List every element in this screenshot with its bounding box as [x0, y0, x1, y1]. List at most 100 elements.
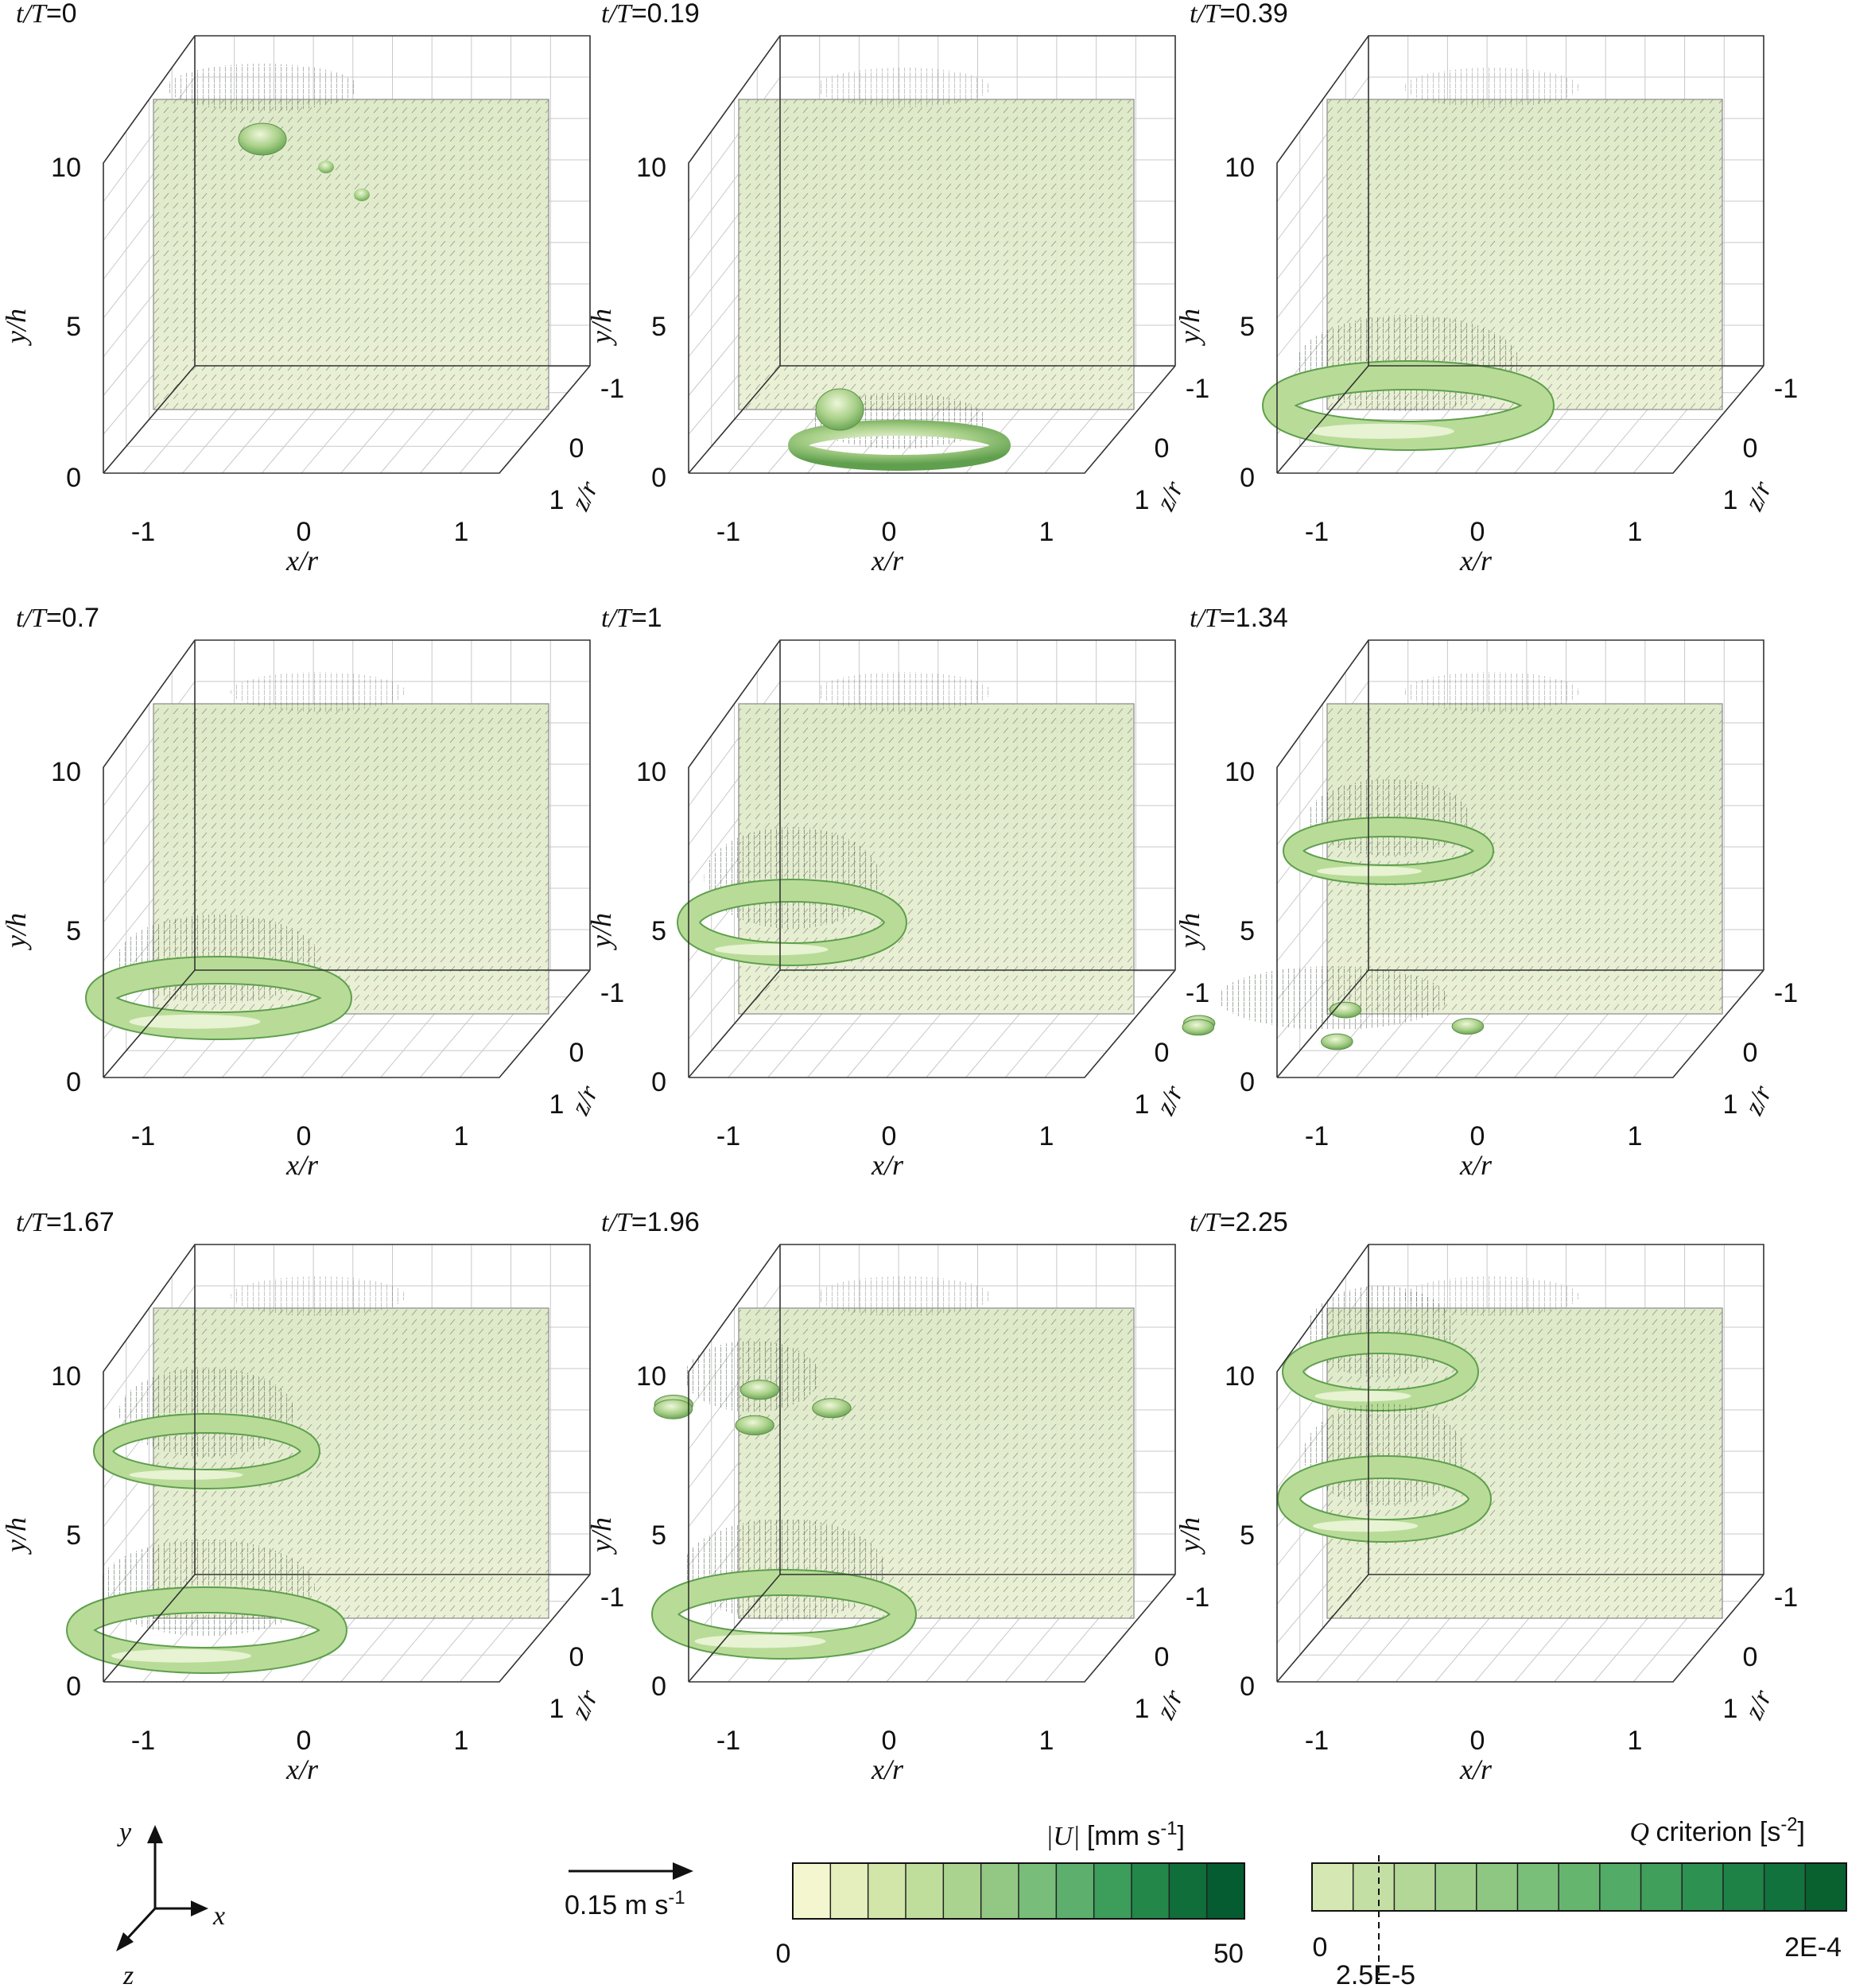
x-tick-label: -1 [716, 1726, 740, 1756]
box-edge [103, 969, 591, 1078]
z-tick-label: 1 [1135, 1089, 1150, 1120]
box-edge [688, 365, 781, 474]
z-axis-label-group: z/r [1151, 1685, 1190, 1725]
z-tick-label: -1 [600, 1582, 624, 1613]
plane-border [153, 99, 549, 410]
panel-box [1276, 35, 1764, 474]
x-tick-label: 1 [454, 1726, 469, 1756]
box-edge [103, 365, 196, 474]
z-tick-label: 0 [569, 1038, 584, 1068]
y-tick-label: 5 [651, 1520, 666, 1551]
y-axis-label: y/h [585, 913, 617, 950]
quiver-field [1327, 704, 1722, 1014]
x-axis-label: x/r [871, 545, 904, 577]
x-axis-label: x/r [285, 1149, 319, 1181]
triad-x-arrowhead [191, 1901, 208, 1916]
z-tick-label: -1 [600, 978, 624, 1008]
z-axis-label: z/r [1739, 476, 1778, 516]
vortex-ring-highlight [111, 1648, 251, 1663]
z-tick-label: 1 [1135, 485, 1150, 515]
z-tick-label: 0 [569, 1642, 584, 1672]
top-arrows [1404, 1276, 1579, 1316]
vortex-ring-segment [1182, 1019, 1215, 1036]
y-tick-label: 5 [1240, 1520, 1255, 1551]
z-axis-label: z/r [1151, 1685, 1190, 1725]
box-edge [103, 365, 591, 474]
y-tick-label: 10 [51, 153, 81, 183]
z-tick-label: 1 [549, 1694, 565, 1724]
z-tick-label: -1 [1186, 1582, 1209, 1613]
y-tick-label: 10 [636, 1361, 666, 1392]
x-tick-label: 1 [1039, 1121, 1054, 1151]
triad-z-label: z [122, 1961, 134, 1988]
quiver-field [739, 99, 1134, 410]
z-axis-label: z/r [565, 1081, 604, 1120]
box-edge [1276, 1574, 1369, 1683]
z-tick-label: -1 [1774, 978, 1798, 1008]
vortex-blob [354, 188, 370, 201]
x-axis-label: x/r [871, 1149, 904, 1181]
y-tick-label: 0 [66, 463, 81, 493]
x-axis-label: x/r [1459, 1753, 1493, 1785]
x-axis-label: x/r [1459, 1149, 1493, 1181]
z-tick-label: 1 [1723, 485, 1738, 515]
x-tick-label: -1 [1305, 517, 1329, 547]
reference-vector-label: 0.15 m s-1 [565, 1887, 685, 1921]
q-colorbar-swatch [1599, 1863, 1642, 1911]
box-edge [1276, 969, 1369, 1078]
z-axis-label: z/r [1739, 1685, 1778, 1725]
z-tick-label: 0 [569, 433, 584, 464]
z-tick-label: 0 [1155, 433, 1170, 464]
q-colorbar-swatch [1559, 1863, 1601, 1911]
vortex-ring-highlight [129, 1014, 261, 1029]
velocity-colorbar-swatch [906, 1863, 944, 1919]
y-axis-label-group: y/h [585, 1517, 617, 1555]
y-tick-label: 10 [51, 757, 81, 787]
velocity-colorbar-title: |U| [mm s-1] [1046, 1818, 1185, 1852]
z-tick-label: -1 [1186, 978, 1209, 1008]
top-arrows [816, 672, 991, 712]
triad-x-label: x [212, 1901, 225, 1931]
ring-induced-arrows [704, 827, 880, 929]
vortex-blob [318, 161, 334, 173]
panel-box [103, 35, 591, 474]
panel-time-label: t/T=0.39 [1190, 0, 1288, 29]
q-colorbar-swatch [1682, 1863, 1724, 1911]
x-tick-label: 0 [1470, 1726, 1485, 1756]
panel-time-label: t/T=0 [16, 0, 77, 29]
panel-time-label: t/T=0.19 [601, 0, 700, 29]
x-tick-label: 0 [297, 1121, 312, 1151]
vortex-ring-highlight [1310, 423, 1454, 439]
velocity-colorbar-min: 0 [776, 1939, 791, 1969]
z-tick-label: -1 [1774, 374, 1798, 404]
vortex-ring [788, 420, 1011, 471]
box-edge [688, 1574, 781, 1683]
vortex-ring-segment [815, 388, 864, 431]
velocity-colorbar-swatch [1056, 1863, 1095, 1919]
z-axis-label: z/r [1151, 1081, 1190, 1120]
velocity-colorbar-swatch [1169, 1863, 1208, 1919]
y-axis-label-group: y/h [585, 309, 617, 346]
velocity-colorbar-max: 50 [1213, 1939, 1244, 1969]
y-tick-label: 10 [51, 1361, 81, 1392]
z-tick-label: -1 [1774, 1582, 1798, 1613]
velocity-colorbar-swatch [1019, 1863, 1057, 1919]
q-colorbar-swatch [1805, 1863, 1847, 1911]
y-axis-label: y/h [585, 309, 617, 346]
triad-y-label: y [117, 1818, 132, 1847]
z-tick-label: 1 [1723, 1089, 1738, 1120]
ring-induced-arrows [1217, 966, 1448, 1030]
y-tick-label: 5 [66, 1520, 81, 1551]
x-tick-label: -1 [131, 517, 155, 547]
y-axis-label-group: y/h [0, 913, 32, 950]
z-tick-label: 1 [549, 485, 565, 515]
y-tick-label: 5 [66, 312, 81, 342]
z-tick-label: 0 [1155, 1642, 1170, 1672]
panel-box [1276, 1244, 1764, 1683]
velocity-colorbar-swatch [1093, 1863, 1132, 1919]
